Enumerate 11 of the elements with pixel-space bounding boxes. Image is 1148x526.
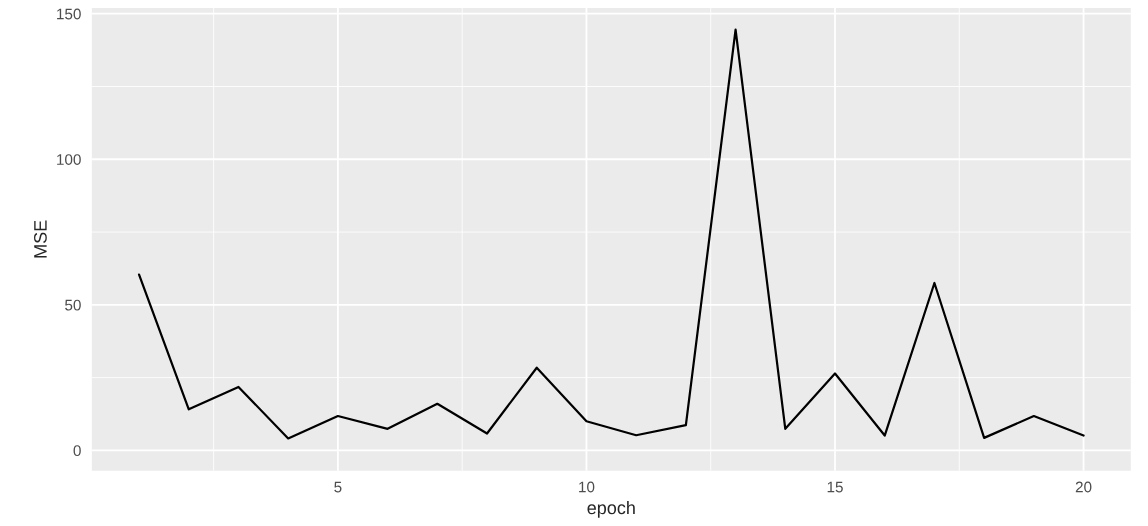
x-tick-label: 10 [579, 481, 595, 493]
y-tick-label: 150 [57, 8, 81, 20]
y-tick-label: 50 [65, 299, 81, 311]
x-tick-label: 15 [827, 481, 843, 493]
x-axis-title: epoch [587, 500, 635, 518]
y-tick-label: 0 [73, 445, 81, 457]
line-series [137, 28, 1085, 440]
x-tick-label: 5 [334, 481, 342, 493]
y-axis-title: MSE [34, 220, 47, 258]
y-tick-label: 100 [57, 154, 81, 165]
x-tick-label: 20 [1075, 481, 1092, 493]
